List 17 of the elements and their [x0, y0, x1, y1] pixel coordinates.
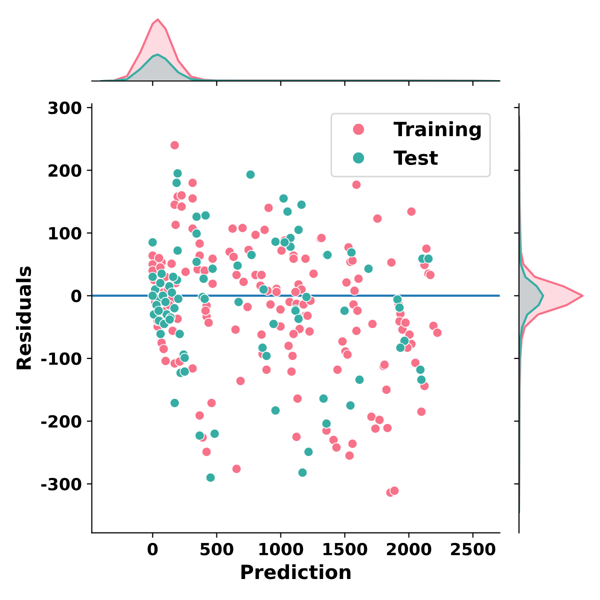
y-tick-label: -300	[41, 478, 82, 490]
x-tick-label: 2500	[451, 542, 496, 556]
x-tick-label: 0	[148, 542, 158, 556]
x-tick-label: 1500	[323, 542, 368, 556]
legend-label: Test	[394, 150, 438, 166]
legend-label: Training	[394, 121, 481, 140]
x-tick-label: 1000	[259, 542, 304, 556]
x-tick-label: 2000	[386, 542, 432, 556]
x-tick-label: 500	[200, 542, 234, 556]
y-tick-label: -200	[41, 415, 82, 428]
y-tick-label: 300	[48, 102, 82, 114]
y-axis-title: Residuals	[16, 266, 32, 370]
y-tick-label: -100	[41, 352, 82, 366]
y-tick-label: 100	[49, 226, 82, 240]
y-tick-label: 200	[48, 164, 82, 177]
x-axis-title: Prediction	[241, 564, 350, 580]
y-tick-label: 0	[71, 290, 82, 302]
